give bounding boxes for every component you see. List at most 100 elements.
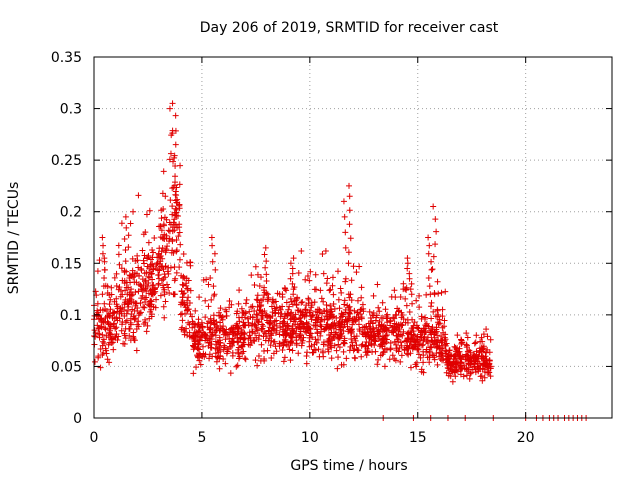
data-point <box>352 355 359 362</box>
data-point <box>477 373 484 380</box>
data-point <box>479 338 486 345</box>
data-point <box>122 258 129 265</box>
data-point <box>463 372 470 379</box>
data-point <box>128 292 135 299</box>
data-point <box>269 325 276 332</box>
data-point <box>194 345 201 352</box>
data-point <box>451 343 458 350</box>
data-point <box>272 343 279 350</box>
data-point <box>129 267 136 274</box>
data-point <box>454 332 461 339</box>
data-point <box>483 349 490 356</box>
data-point <box>391 315 398 322</box>
data-points <box>91 100 590 421</box>
data-point <box>166 289 173 296</box>
data-point <box>207 326 214 333</box>
data-point <box>121 306 128 313</box>
data-point <box>99 291 106 298</box>
data-point <box>166 105 173 112</box>
data-point <box>214 339 221 346</box>
data-point <box>346 182 353 189</box>
data-point <box>181 331 188 338</box>
data-point <box>214 354 221 361</box>
data-point <box>327 343 334 350</box>
data-point <box>183 259 190 266</box>
data-point <box>262 330 269 337</box>
data-point <box>205 342 212 349</box>
data-point <box>318 316 325 323</box>
data-point <box>436 320 443 327</box>
data-point <box>144 254 151 261</box>
data-point <box>254 271 261 278</box>
data-point <box>272 329 279 336</box>
data-point <box>387 339 394 346</box>
data-point <box>431 337 438 344</box>
data-point <box>319 250 326 257</box>
x-tick-label: 10 <box>301 430 319 446</box>
data-point <box>261 347 268 354</box>
data-point <box>280 358 287 365</box>
data-point <box>169 100 176 107</box>
data-point <box>153 296 160 303</box>
data-point <box>222 336 229 343</box>
data-point <box>279 303 286 310</box>
data-point <box>402 285 409 292</box>
data-point <box>289 330 296 337</box>
data-point <box>408 291 415 298</box>
data-point <box>104 356 111 363</box>
data-point <box>169 211 176 218</box>
data-point <box>420 352 427 359</box>
data-point <box>195 316 202 323</box>
data-point <box>330 300 337 307</box>
data-point <box>449 378 456 385</box>
data-point <box>164 281 170 288</box>
data-point <box>406 275 413 282</box>
data-point <box>108 335 115 342</box>
data-point <box>115 242 122 249</box>
data-point <box>483 326 490 333</box>
data-point <box>375 304 382 311</box>
data-point <box>122 325 129 332</box>
data-point <box>211 329 218 336</box>
data-point <box>101 275 108 282</box>
data-point <box>208 333 215 340</box>
data-point <box>101 266 108 273</box>
data-point <box>196 329 203 336</box>
data-point <box>150 249 157 256</box>
data-point <box>297 332 304 339</box>
data-point <box>484 369 491 376</box>
data-point <box>127 296 134 303</box>
data-point <box>466 347 473 354</box>
data-point <box>270 321 277 328</box>
data-point <box>356 263 363 270</box>
data-point <box>276 331 283 338</box>
data-point <box>258 341 265 348</box>
data-point <box>425 250 432 257</box>
data-point <box>158 215 165 222</box>
data-point <box>428 266 435 273</box>
data-point <box>439 344 446 351</box>
data-point <box>98 319 105 326</box>
data-point <box>382 306 389 313</box>
data-point <box>205 303 212 310</box>
data-point <box>312 336 319 343</box>
data-point <box>221 342 228 349</box>
data-point <box>252 263 259 270</box>
data-point <box>217 353 224 360</box>
data-point <box>162 298 169 305</box>
data-point <box>181 290 188 297</box>
data-point <box>430 253 437 260</box>
data-point <box>473 332 480 339</box>
data-point <box>121 235 128 242</box>
data-point <box>354 309 361 316</box>
data-point <box>258 274 265 281</box>
data-point <box>149 254 156 261</box>
data-point <box>301 323 308 330</box>
data-point <box>374 330 381 337</box>
data-point <box>283 327 290 334</box>
data-point <box>320 298 327 305</box>
data-point <box>324 346 331 353</box>
data-point <box>267 342 274 349</box>
data-point <box>135 192 142 199</box>
data-point <box>429 328 436 335</box>
